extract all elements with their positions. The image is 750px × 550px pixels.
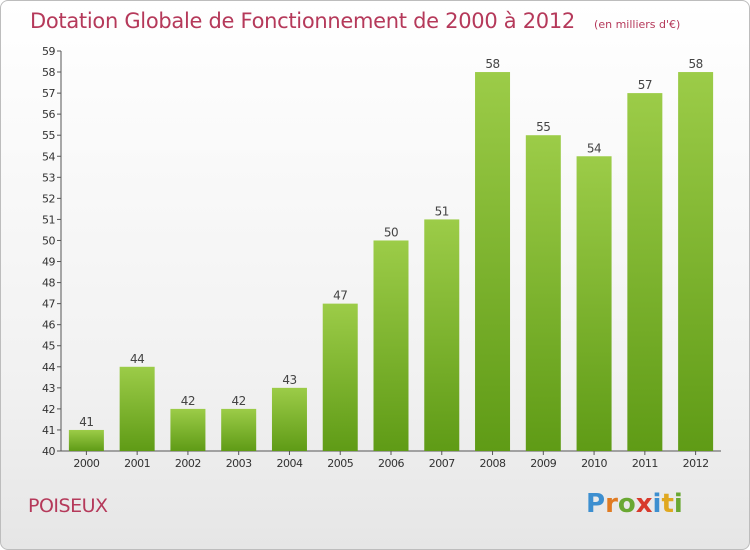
logo-letter: i (673, 489, 683, 519)
data-label: 55 (536, 120, 550, 134)
bar (424, 219, 460, 451)
x-tick-label: 2008 (480, 457, 506, 470)
logo-letter: P (586, 489, 606, 519)
x-tick-label: 2002 (175, 457, 201, 470)
bar (68, 429, 104, 451)
x-tick-label: 2004 (276, 457, 302, 470)
x-tick-label: 2001 (124, 457, 150, 470)
bar (221, 408, 257, 451)
data-label: 50 (384, 225, 398, 239)
bar (678, 72, 714, 451)
data-label: 43 (282, 373, 296, 387)
x-tick-label: 2006 (378, 457, 404, 470)
y-tick-label: 43 (42, 382, 55, 395)
y-tick-label: 47 (42, 298, 55, 311)
y-tick-label: 57 (42, 87, 55, 100)
y-tick-label: 51 (42, 213, 55, 226)
y-tick-label: 44 (42, 361, 55, 374)
logo-letter: x (635, 489, 653, 519)
data-label: 42 (232, 394, 246, 408)
data-label: 51 (435, 204, 449, 218)
chart-unit: (en milliers d'€) (594, 18, 681, 31)
data-label: 57 (638, 78, 652, 92)
y-tick-label: 45 (42, 340, 55, 353)
x-tick-label: 2007 (429, 457, 455, 470)
bar (373, 240, 409, 451)
y-tick-label: 50 (42, 234, 55, 247)
y-tick-label: 58 (42, 66, 55, 79)
y-tick-label: 59 (42, 45, 55, 58)
y-tick-label: 53 (42, 171, 55, 184)
y-tick-label: 49 (42, 256, 55, 269)
bar (475, 72, 511, 451)
bar (627, 93, 663, 452)
logo-letter: t (661, 489, 674, 519)
x-tick-label: 2005 (327, 457, 353, 470)
y-tick-label: 52 (42, 192, 55, 205)
data-label: 41 (79, 415, 93, 429)
logo-letter: r (605, 489, 618, 519)
bar (322, 303, 358, 451)
data-label: 58 (485, 57, 499, 71)
x-tick-label: 2003 (226, 457, 252, 470)
data-label: 44 (130, 352, 144, 366)
y-tick-label: 55 (42, 129, 55, 142)
data-label: 58 (688, 57, 702, 71)
title-row: Dotation Globale de Fonctionnement de 20… (30, 9, 680, 33)
x-tick-label: 2011 (632, 457, 658, 470)
x-tick-label: 2009 (530, 457, 556, 470)
bar (170, 408, 206, 451)
y-tick-label: 56 (42, 108, 55, 121)
commune-name: POISEUX (28, 495, 108, 517)
y-tick-label: 46 (42, 319, 55, 332)
y-tick-label: 48 (42, 277, 55, 290)
data-label: 47 (333, 289, 347, 303)
logo-letter: i (652, 489, 662, 519)
data-label: 42 (181, 394, 195, 408)
y-tick-label: 41 (42, 424, 55, 437)
chart-title: Dotation Globale de Fonctionnement de 20… (30, 9, 575, 33)
y-tick-label: 40 (42, 445, 55, 458)
bar (525, 135, 561, 452)
logo-letter: o (617, 489, 636, 519)
x-tick-label: 2000 (73, 457, 99, 470)
proxiti-logo: Proxiti (586, 489, 683, 519)
x-tick-label: 2010 (581, 457, 607, 470)
y-tick-label: 42 (42, 403, 55, 416)
data-label: 54 (587, 141, 601, 155)
bar (576, 156, 612, 451)
x-tick-label: 2012 (683, 457, 709, 470)
bar (119, 366, 155, 451)
y-tick-label: 54 (42, 150, 55, 163)
bar (271, 387, 307, 451)
